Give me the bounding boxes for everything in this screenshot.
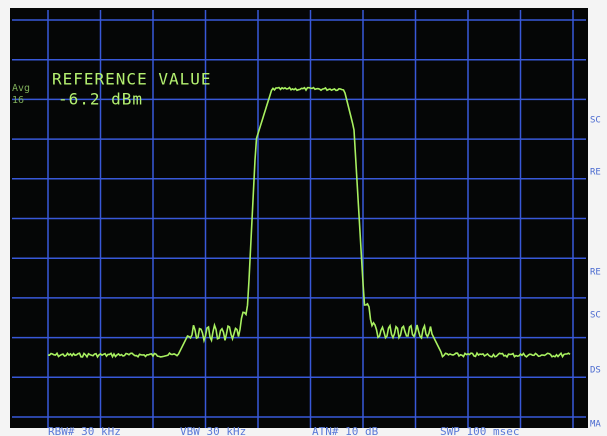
side-label: RE — [590, 168, 601, 178]
avg-count: 16 — [12, 95, 24, 106]
analyzer-screen: Avg 16 REFERENCE VALUE -6.2 dBm RBW# 30 … — [0, 0, 607, 436]
reference-value: -6.2 dBm — [58, 90, 143, 109]
setting-label: SWP 100 msec — [440, 425, 519, 436]
setting-label: ATN# 10 dB — [312, 425, 379, 436]
photo: Avg 16 REFERENCE VALUE -6.2 dBm RBW# 30 … — [0, 0, 607, 436]
avg-label: Avg — [12, 83, 30, 94]
side-labels: SC RE RE SC DS MA — [590, 116, 601, 430]
side-label: RE — [590, 268, 601, 278]
side-label: MA — [590, 420, 601, 430]
side-label: SC — [590, 311, 601, 321]
setting-label: RBW# 30 kHz — [48, 425, 121, 436]
setting-label: VBW 30 kHz — [180, 425, 246, 436]
reference-label: REFERENCE VALUE — [52, 70, 212, 89]
side-label: SC — [590, 116, 601, 126]
side-label: DS — [590, 366, 601, 376]
